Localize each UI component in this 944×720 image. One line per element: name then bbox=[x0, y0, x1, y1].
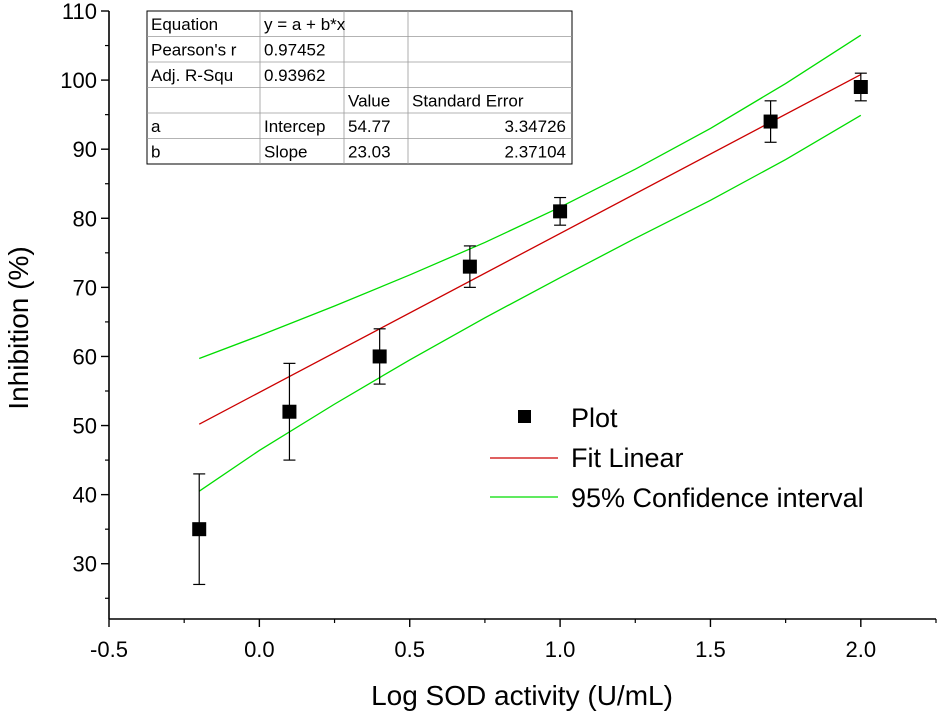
fit-line bbox=[198, 73, 862, 425]
y-axis-label: Inhibition (%) bbox=[3, 246, 34, 409]
y-tick-label: 110 bbox=[62, 0, 97, 24]
x-axis-label: Log SOD activity (U/mL) bbox=[371, 680, 673, 711]
legend-label-confidence: 95% Confidence interval bbox=[571, 483, 864, 513]
data-point bbox=[372, 349, 387, 364]
table-cell: 23.03 bbox=[348, 143, 391, 162]
points-layer bbox=[192, 72, 868, 586]
x-tick-label: 2.0 bbox=[846, 637, 877, 662]
axes: -0.5 0.0 0.5 1.0 1.5 2.0 30 40 50 60 70 80 90 100 110… bbox=[3, 0, 937, 711]
y-tick-label: 50 bbox=[73, 414, 97, 439]
confidence-upper-line bbox=[198, 34, 862, 360]
table-cell: Value bbox=[348, 92, 390, 111]
table-cell: Equation bbox=[151, 15, 218, 34]
x-tick-label: 1.5 bbox=[695, 637, 726, 662]
data-point bbox=[462, 259, 477, 274]
table-cell: Intercep bbox=[264, 117, 325, 136]
confidence-lower-line bbox=[198, 114, 862, 492]
legend-marker-plot bbox=[518, 410, 531, 423]
y-ticks: 30 40 50 60 70 80 90 100 110 bbox=[60, 0, 109, 599]
table-cell: Adj. R-Squ bbox=[151, 66, 233, 85]
y-tick-label: 80 bbox=[73, 206, 97, 231]
fit-results-table: Equation y = a + b*x Pearson's r 0.97452 Adj… bbox=[146, 10, 573, 165]
y-tick-label: 100 bbox=[60, 68, 97, 93]
legend-label-plot: Plot bbox=[571, 403, 618, 433]
legend: Plot Fit Linear 95% Confidence interval bbox=[490, 403, 864, 513]
y-tick-label: 90 bbox=[73, 137, 97, 162]
x-tick-label: 0.5 bbox=[394, 637, 425, 662]
table-cell: 0.97452 bbox=[264, 41, 325, 60]
x-tick-label: -0.5 bbox=[90, 637, 128, 662]
legend-label-fit: Fit Linear bbox=[571, 443, 684, 473]
y-tick-label: 30 bbox=[73, 552, 97, 577]
table-cell: 54.77 bbox=[348, 117, 391, 136]
table-cell: Pearson's r bbox=[151, 41, 237, 60]
y-tick-label: 60 bbox=[73, 344, 97, 369]
table-cell: 3.34726 bbox=[505, 117, 566, 136]
x-ticks: -0.5 0.0 0.5 1.0 1.5 2.0 bbox=[90, 619, 937, 662]
x-tick-label: 0.0 bbox=[244, 637, 275, 662]
data-point bbox=[282, 404, 297, 419]
data-point bbox=[192, 522, 207, 537]
table-cell: Standard Error bbox=[412, 92, 524, 111]
data-point bbox=[553, 204, 568, 219]
data-point bbox=[763, 114, 778, 129]
confidence-band-layer bbox=[198, 34, 862, 492]
table-cell: Slope bbox=[264, 143, 307, 162]
x-tick-label: 1.0 bbox=[545, 637, 576, 662]
table-cell: 0.93962 bbox=[264, 66, 325, 85]
y-tick-label: 40 bbox=[73, 483, 97, 508]
table-cell: 2.37104 bbox=[505, 143, 566, 162]
y-tick-label: 70 bbox=[73, 275, 97, 300]
table-cell: y = a + b*x bbox=[264, 15, 346, 34]
data-point bbox=[853, 80, 868, 94]
fit-line-layer bbox=[198, 73, 862, 425]
table-cell: b bbox=[151, 143, 160, 162]
table-cell: a bbox=[151, 117, 161, 136]
